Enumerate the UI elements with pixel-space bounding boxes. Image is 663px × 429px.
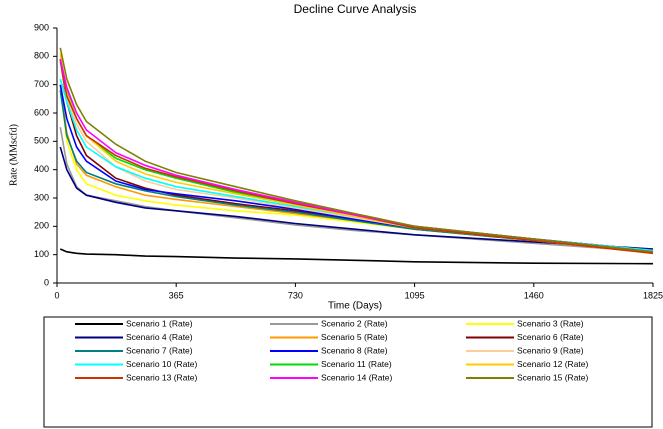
series-line xyxy=(59,47,654,253)
series-line xyxy=(59,146,654,250)
legend-label: Scenario 14 (Rate) xyxy=(321,372,393,382)
y-tick-label: 0 xyxy=(44,277,49,287)
legend-label: Scenario 6 (Rate) xyxy=(517,332,584,342)
legend-label: Scenario 13 (Rate) xyxy=(126,372,198,382)
y-tick-label: 600 xyxy=(34,107,49,117)
legend-label: Scenario 4 (Rate) xyxy=(126,332,193,342)
legend-label: Scenario 8 (Rate) xyxy=(321,345,388,355)
series-line xyxy=(59,53,654,255)
legend-label: Scenario 9 (Rate) xyxy=(517,345,584,355)
x-tick-label: 365 xyxy=(169,290,184,300)
series-line xyxy=(59,84,654,252)
y-tick-label: 900 xyxy=(34,22,49,32)
x-tick-label: 0 xyxy=(54,290,59,300)
series-line xyxy=(59,248,654,265)
x-tick-label: 1095 xyxy=(405,290,425,300)
series-line xyxy=(59,61,654,253)
y-tick-label: 100 xyxy=(34,249,49,259)
series-line xyxy=(59,59,654,255)
legend-label: Scenario 10 (Rate) xyxy=(126,359,198,369)
legend-label: Scenario 11 (Rate) xyxy=(321,359,392,369)
y-tick-label: 200 xyxy=(34,221,49,231)
legend-label: Scenario 3 (Rate) xyxy=(517,318,584,328)
y-tick-label: 300 xyxy=(34,192,49,202)
legend-label: Scenario 2 (Rate) xyxy=(321,318,388,328)
y-tick-label: 700 xyxy=(34,79,49,89)
y-axis-label: Rate (MMscfd) xyxy=(8,124,19,186)
series-line xyxy=(59,78,654,252)
legend-label: Scenario 5 (Rate) xyxy=(321,332,388,342)
y-tick-label: 500 xyxy=(34,136,49,146)
x-axis-label: Time (Days) xyxy=(328,301,382,312)
legend-label: Scenario 1 (Rate) xyxy=(126,318,193,328)
y-tick-label: 400 xyxy=(34,164,49,174)
x-tick-label: 1825 xyxy=(643,290,663,300)
chart-title: Decline Curve Analysis xyxy=(294,2,417,16)
x-tick-label: 730 xyxy=(288,290,303,300)
series-line xyxy=(59,84,654,253)
legend-box xyxy=(43,316,653,428)
y-tick-label: 800 xyxy=(34,51,49,61)
legend-label: Scenario 15 (Rate) xyxy=(517,372,589,382)
x-tick-label: 1460 xyxy=(524,290,544,300)
legend-label: Scenario 7 (Rate) xyxy=(126,345,193,355)
series-line xyxy=(59,90,654,253)
legend-label: Scenario 12 (Rate) xyxy=(517,359,589,369)
